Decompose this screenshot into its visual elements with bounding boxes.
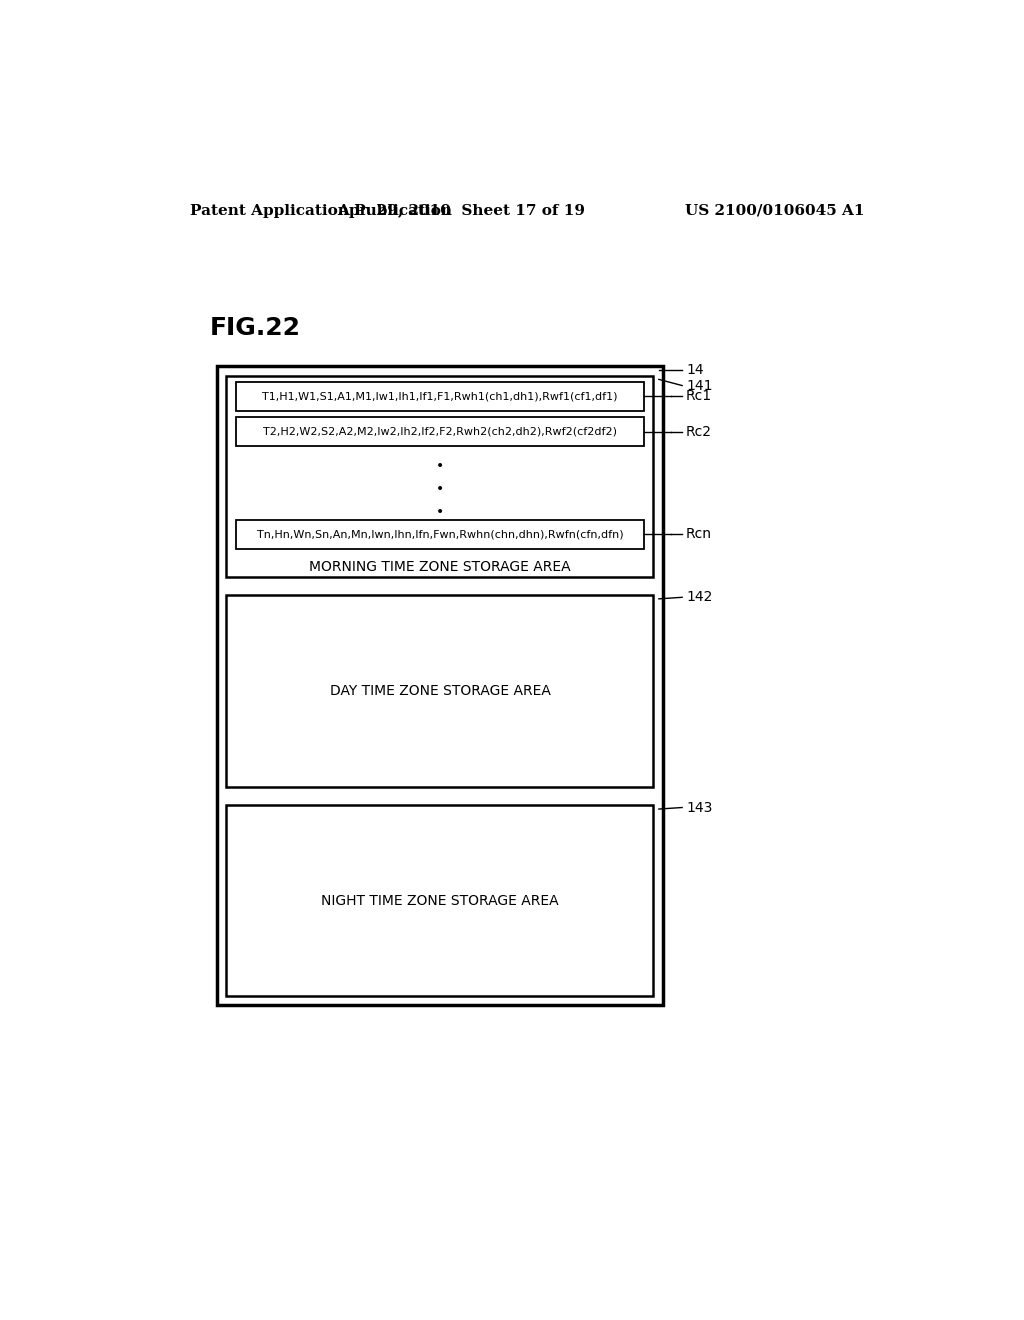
Bar — [226, 376, 653, 577]
Text: T2,H2,W2,S2,A2,M2,Iw2,Ih2,If2,F2,Rwh2(ch2,dh2),Rwf2(cf2df2): T2,H2,W2,S2,A2,M2,Iw2,Ih2,If2,F2,Rwh2(ch… — [263, 426, 616, 437]
Text: NIGHT TIME ZONE STORAGE AREA: NIGHT TIME ZONE STORAGE AREA — [322, 894, 559, 908]
Text: Patent Application Publication: Patent Application Publication — [190, 203, 452, 218]
Text: Tn,Hn,Wn,Sn,An,Mn,Iwn,Ihn,Ifn,Fwn,Rwhn(chn,dhn),Rwfn(cfn,dfn): Tn,Hn,Wn,Sn,An,Mn,Iwn,Ihn,Ifn,Fwn,Rwhn(c… — [257, 529, 624, 539]
Text: Apr. 29, 2010  Sheet 17 of 19: Apr. 29, 2010 Sheet 17 of 19 — [337, 203, 586, 218]
Text: Rc1: Rc1 — [686, 389, 712, 404]
Text: Rcn: Rcn — [686, 527, 712, 541]
Bar — [236, 520, 644, 549]
Text: 14: 14 — [686, 363, 703, 378]
Text: Rc2: Rc2 — [686, 425, 712, 438]
Text: US 2100/0106045 A1: US 2100/0106045 A1 — [685, 203, 864, 218]
Text: MORNING TIME ZONE STORAGE AREA: MORNING TIME ZONE STORAGE AREA — [309, 560, 570, 574]
Bar — [217, 367, 663, 1006]
Text: T1,H1,W1,S1,A1,M1,Iw1,Ih1,If1,F1,Rwh1(ch1,dh1),Rwf1(cf1,df1): T1,H1,W1,S1,A1,M1,Iw1,Ih1,If1,F1,Rwh1(ch… — [262, 391, 617, 401]
Text: DAY TIME ZONE STORAGE AREA: DAY TIME ZONE STORAGE AREA — [330, 684, 550, 698]
Text: •
•
•: • • • — [436, 459, 444, 519]
Text: FIG.22: FIG.22 — [209, 315, 300, 339]
Bar — [236, 417, 644, 446]
Text: 143: 143 — [686, 800, 713, 814]
Text: 142: 142 — [686, 590, 713, 605]
Bar — [236, 381, 644, 411]
Bar — [226, 595, 653, 787]
Text: 141: 141 — [686, 379, 713, 392]
Bar — [226, 805, 653, 997]
